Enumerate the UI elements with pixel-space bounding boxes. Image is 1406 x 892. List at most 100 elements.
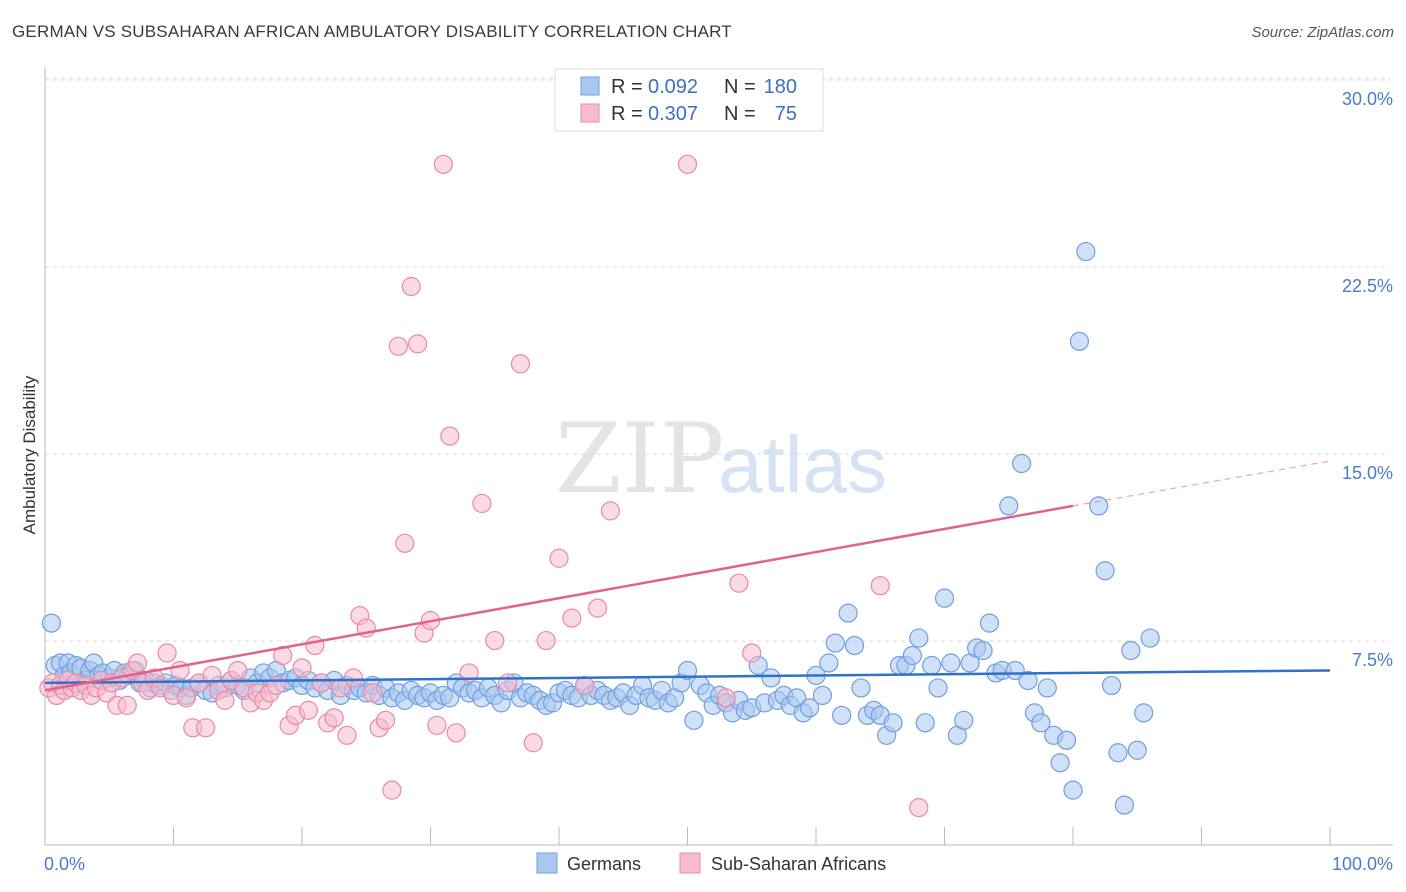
- y-axis-label: Ambulatory Disability: [20, 375, 39, 534]
- data-point: [799, 698, 820, 718]
- y-tick-label: 7.5%: [1352, 650, 1393, 670]
- data-point: [1018, 670, 1038, 691]
- data-point: [1031, 713, 1051, 733]
- data-point: [1121, 640, 1141, 661]
- data-point: [1069, 331, 1090, 351]
- data-point: [915, 713, 935, 733]
- legend-n-value-2: 75: [775, 103, 797, 125]
- data-point: [472, 493, 492, 514]
- data-point: [934, 588, 955, 608]
- data-point: [440, 426, 460, 446]
- data-point: [575, 675, 595, 696]
- x-tick-max: 100.0%: [1332, 854, 1393, 874]
- data-point: [1063, 780, 1083, 800]
- data-point: [928, 678, 948, 698]
- data-point: [433, 154, 453, 174]
- data-point: [382, 780, 402, 800]
- data-point: [337, 725, 357, 745]
- legend-n-label-2: N =: [724, 103, 756, 125]
- legend-n-value-1: 180: [764, 76, 797, 98]
- data-point: [388, 336, 408, 356]
- x-tick-min: 0.0%: [44, 854, 85, 874]
- data-point: [292, 658, 312, 678]
- y-tick-label: 15.0%: [1342, 463, 1393, 483]
- data-point: [395, 533, 415, 553]
- data-point: [587, 598, 608, 618]
- legend-r-value-2: 0.307: [648, 103, 698, 125]
- data-point: [343, 668, 363, 688]
- data-point: [1101, 675, 1122, 696]
- data-point: [176, 688, 196, 708]
- data-point: [1140, 628, 1160, 648]
- axes: [44, 67, 1393, 846]
- data-point: [485, 630, 505, 651]
- data-point: [298, 700, 319, 720]
- data-point: [562, 608, 582, 628]
- data-point: [375, 710, 396, 730]
- data-point: [536, 630, 556, 651]
- data-point: [999, 496, 1019, 516]
- data-point: [1056, 730, 1077, 750]
- data-point: [761, 668, 781, 688]
- data-point: [196, 718, 216, 738]
- data-point: [979, 613, 1000, 633]
- data-point: [684, 710, 704, 730]
- data-point: [973, 640, 993, 661]
- grid-lines: [45, 77, 1390, 642]
- data-point: [902, 645, 922, 666]
- data-point: [157, 643, 177, 663]
- legend-r-label-2: R =: [611, 103, 643, 125]
- data-point: [909, 628, 929, 648]
- bottom-legend-swatch-pink: [679, 852, 701, 874]
- data-point: [117, 695, 137, 715]
- data-point: [1076, 241, 1096, 262]
- data-point: [266, 675, 286, 696]
- data-point: [127, 653, 148, 673]
- data-point: [716, 688, 736, 708]
- data-point: [523, 733, 543, 753]
- data-point: [600, 501, 621, 521]
- trend-line: [44, 669, 1331, 685]
- data-point: [228, 660, 248, 681]
- data-point: [1114, 795, 1135, 815]
- data-point: [446, 723, 466, 743]
- data-point: [844, 635, 865, 656]
- watermark-zip: ZIP: [555, 403, 724, 515]
- data-point: [1005, 660, 1025, 681]
- data-point: [311, 673, 331, 693]
- y-tick-label: 22.5%: [1342, 276, 1393, 296]
- y-tick-label: 30.0%: [1342, 89, 1393, 109]
- bottom-legend-germans: Germans: [567, 854, 641, 874]
- source-label: Source: ZipAtlas.com: [1251, 24, 1394, 41]
- data-point: [742, 643, 762, 663]
- data-point: [549, 548, 569, 568]
- data-point: [459, 663, 479, 683]
- data-point: [305, 635, 325, 656]
- data-point: [324, 708, 344, 728]
- series-subsaharan: [39, 154, 929, 818]
- data-point: [677, 154, 698, 174]
- bottom-legend-swatch-blue: [536, 852, 558, 874]
- trend-line-extension: [1072, 460, 1331, 507]
- data-point: [1089, 496, 1109, 516]
- data-point: [363, 683, 383, 703]
- data-point: [427, 715, 447, 735]
- data-point: [729, 573, 749, 593]
- data-point: [510, 354, 531, 374]
- data-point: [1037, 678, 1057, 698]
- data-point: [677, 660, 698, 681]
- data-point: [883, 713, 903, 733]
- data-point: [1050, 753, 1070, 773]
- legend-swatch-blue: [580, 76, 600, 96]
- data-point: [1095, 561, 1115, 581]
- legend-n-label-1: N =: [724, 76, 756, 98]
- data-point: [870, 576, 890, 596]
- data-point: [401, 276, 421, 297]
- data-point: [851, 678, 871, 698]
- data-point: [1134, 703, 1154, 723]
- data-point: [1108, 743, 1128, 763]
- data-point: [922, 655, 942, 676]
- data-point: [408, 334, 428, 354]
- chart-title: GERMAN VS SUBSAHARAN AFRICAN AMBULATORY …: [12, 22, 732, 41]
